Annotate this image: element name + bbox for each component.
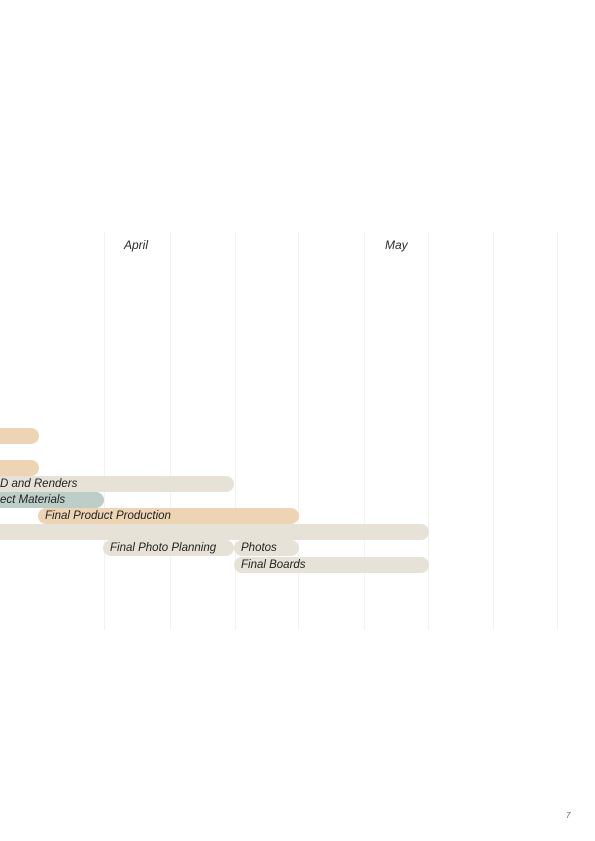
task-bar-final-boards bbox=[234, 557, 429, 573]
task-label-final-product-production: Final Product Production bbox=[45, 510, 171, 522]
page-number: 7 bbox=[566, 811, 571, 820]
gridline bbox=[493, 232, 494, 630]
task-bar-final-photo-planning bbox=[103, 540, 234, 556]
task-bar-photos bbox=[234, 540, 299, 556]
task-label-photos: Photos bbox=[241, 542, 277, 554]
gridline bbox=[104, 232, 105, 630]
gridline bbox=[428, 232, 429, 630]
month-label-april: April bbox=[124, 238, 149, 252]
task-label-select-materials: ect Materials bbox=[0, 494, 66, 506]
task-bar-final-product-production bbox=[38, 508, 299, 524]
gridline bbox=[235, 232, 236, 630]
gridline bbox=[170, 232, 171, 630]
gridline bbox=[557, 232, 558, 630]
gridline bbox=[364, 232, 365, 630]
task-bar bbox=[0, 524, 429, 540]
task-bar-3d-and-renders bbox=[0, 476, 234, 492]
month-label-may: May bbox=[385, 238, 408, 252]
task-bar bbox=[0, 460, 39, 476]
task-label-3d-and-renders: D and Renders bbox=[0, 478, 78, 490]
task-label-final-photo-planning: Final Photo Planning bbox=[110, 542, 217, 554]
task-bar-select-materials bbox=[0, 492, 104, 508]
task-label-final-boards: Final Boards bbox=[241, 559, 306, 571]
gridline bbox=[298, 232, 299, 630]
task-bar bbox=[0, 428, 39, 444]
